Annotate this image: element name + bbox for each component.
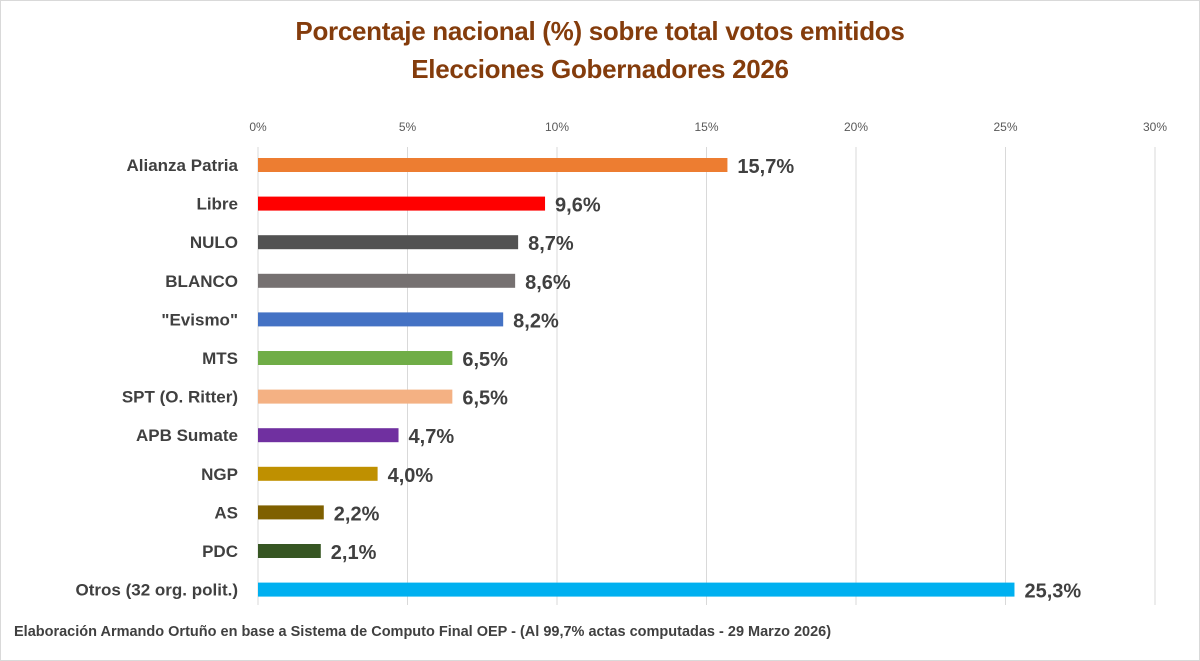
data-label: 4,0% — [388, 465, 434, 487]
gridlines — [257, 147, 1156, 605]
category-label: PDC — [202, 542, 238, 561]
x-tick-label: 20% — [844, 120, 868, 134]
category-label: BLANCO — [165, 272, 238, 291]
bar — [258, 158, 728, 172]
category-label: SPT (O. Ritter) — [122, 388, 238, 407]
x-tick-label: 15% — [694, 120, 718, 134]
category-label: MTS — [202, 349, 238, 368]
bar — [258, 428, 399, 443]
category-label: Alianza Patria — [127, 156, 239, 175]
category-label: AS — [214, 503, 238, 522]
data-label: 15,7% — [737, 156, 794, 178]
x-axis-ticks: 0% 5% 10% 15% 20% 25% 30% — [249, 120, 1167, 134]
data-label: 8,6% — [525, 272, 571, 294]
bar — [258, 466, 378, 481]
data-label: 4,7% — [409, 426, 455, 448]
category-label: APB Sumate — [136, 426, 238, 445]
category-label: NULO — [190, 233, 238, 252]
category-label: NGP — [201, 465, 238, 484]
bar — [258, 505, 324, 520]
data-label: 2,1% — [331, 542, 377, 564]
data-label: 2,2% — [334, 503, 380, 525]
bar — [258, 351, 453, 365]
x-tick-label: 25% — [993, 120, 1017, 134]
footnote: Elaboración Armando Ortuño en base a Sis… — [14, 624, 832, 640]
data-label: 25,3% — [1024, 581, 1081, 603]
data-label: 6,5% — [462, 349, 508, 371]
x-tick-label: 0% — [249, 120, 267, 134]
data-label: 8,2% — [513, 310, 559, 332]
x-tick-label: 10% — [545, 120, 569, 134]
bar — [258, 196, 546, 211]
data-label: 6,5% — [462, 388, 508, 410]
bar — [258, 235, 519, 250]
chart-title: Porcentaje nacional (%) sobre total voto… — [295, 16, 905, 46]
category-label: Libre — [196, 195, 238, 214]
data-label: 8,7% — [528, 233, 574, 255]
category-labels: Alianza Patria Libre NULO BLANCO "Evismo" MTS… — [76, 156, 239, 600]
data-label: 9,6% — [555, 195, 601, 217]
bar — [258, 544, 321, 558]
x-tick-label: 5% — [399, 120, 417, 134]
bar — [258, 582, 1015, 597]
x-tick-label: 30% — [1143, 120, 1167, 134]
data-labels: 15,7%9,6%8,7%8,6%8,2%6,5%6,5%4,7%4,0%2,2… — [331, 156, 1082, 603]
chart-subtitle: Elecciones Gobernadores 2026 — [411, 54, 789, 84]
category-label: "Evismo" — [161, 310, 238, 329]
category-label: Otros (32 org. polit.) — [76, 581, 238, 600]
bar — [258, 389, 453, 404]
bar — [258, 312, 504, 327]
bars — [258, 158, 1015, 597]
bar — [258, 273, 516, 288]
